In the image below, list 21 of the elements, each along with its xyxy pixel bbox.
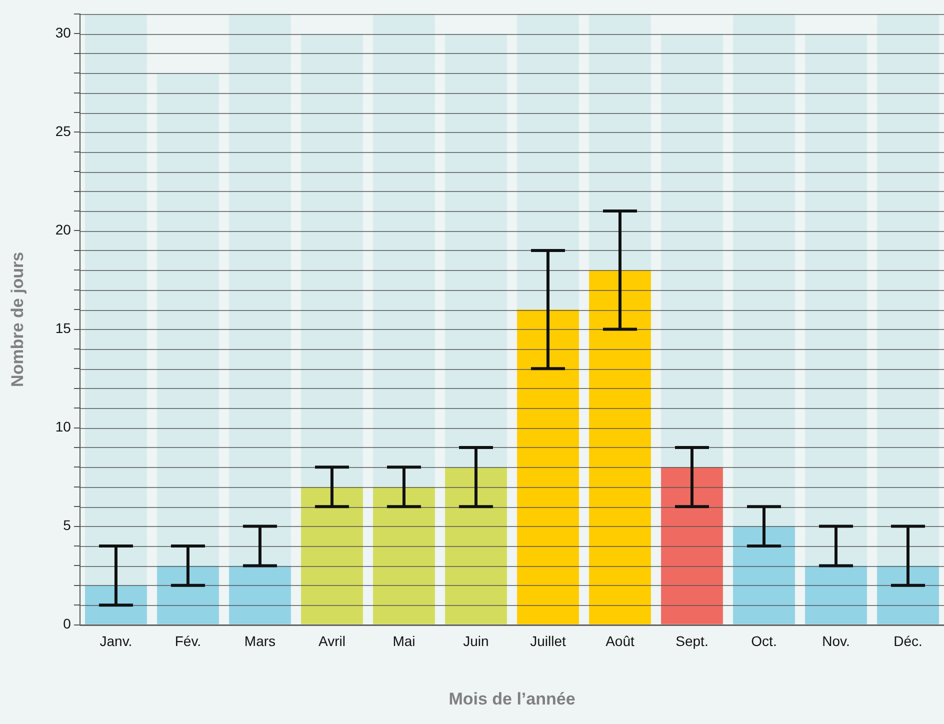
x-tick-label: Août	[606, 633, 634, 650]
x-tick-label: Déc.	[894, 633, 922, 650]
y-tick-label: 30	[55, 24, 72, 41]
x-tick-label: Oct.	[751, 633, 777, 650]
y-tick-label: 15	[55, 320, 72, 336]
x-tick-label: Avril	[318, 633, 346, 650]
y-tick-label: 5	[63, 517, 72, 534]
x-tick-label: Sept.	[676, 633, 708, 650]
y-tick-label: 20	[55, 222, 72, 238]
x-tick-label: Mai	[392, 633, 416, 650]
y-tick-label: 10	[55, 418, 72, 435]
y-tick-label: 25	[55, 123, 72, 140]
x-tick-label: Janv.	[100, 633, 132, 650]
x-tick-label: Nov.	[822, 633, 850, 650]
y-tick-label: 0	[63, 616, 72, 632]
x-tick-label: Fév.	[174, 633, 202, 650]
x-tick-label: Mars	[244, 633, 276, 650]
x-tick-label: Juin	[463, 633, 489, 650]
y-axis-title: Nombre de jours	[8, 252, 27, 387]
x-axis-title: Mois de l’année	[448, 689, 576, 708]
x-tick-label: Juillet	[530, 633, 566, 650]
